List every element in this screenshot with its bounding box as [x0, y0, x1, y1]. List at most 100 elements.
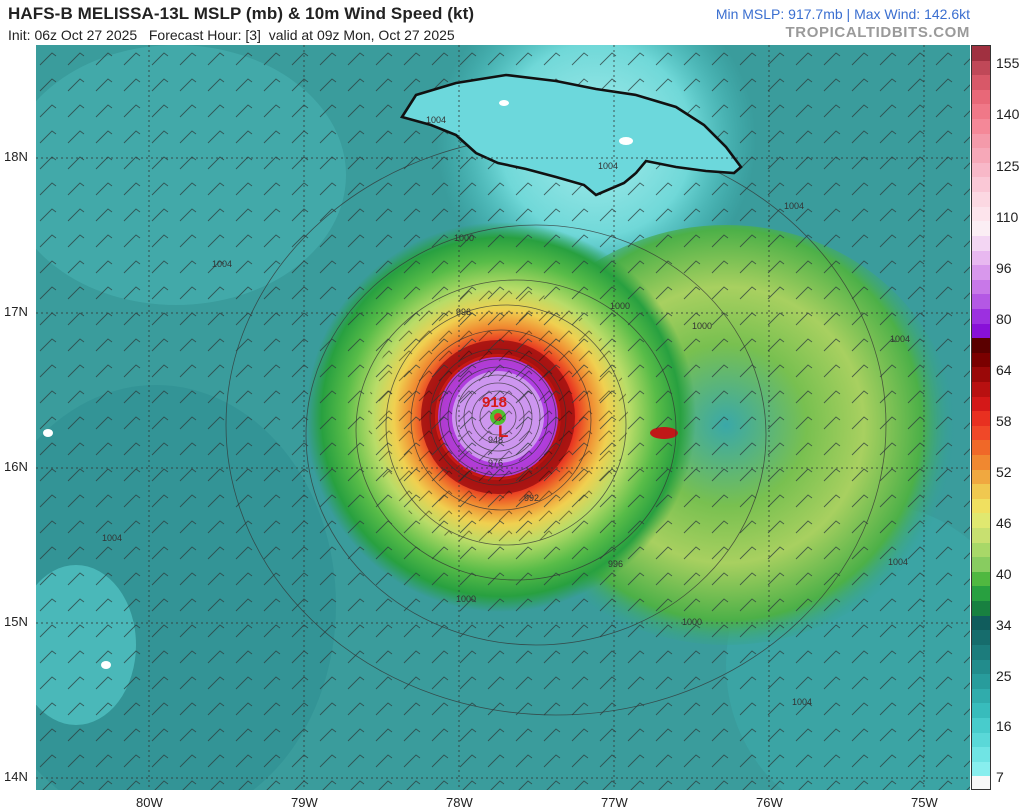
colorbar-tick-label: 58	[996, 413, 1012, 429]
colorbar-segment	[972, 279, 990, 295]
isobar-label: 1004	[598, 161, 618, 171]
colorbar-segment	[972, 717, 990, 734]
isobar-label: 1000	[454, 233, 474, 243]
valid-time: valid at 09z Mon, Oct 27 2025	[268, 27, 455, 43]
colorbar-segment	[972, 630, 990, 646]
colorbar-tick-label: 125	[996, 158, 1020, 174]
colorbar-segment	[972, 75, 990, 91]
colorbar-segment	[972, 367, 990, 383]
colorbar-tick-label: 40	[996, 566, 1012, 582]
colorbar-segment	[972, 162, 990, 179]
colorbar-segment	[972, 542, 990, 558]
colorbar-segment	[972, 761, 990, 777]
calm-spot	[619, 137, 633, 145]
isobar-label: 976	[488, 458, 503, 468]
colorbar-tick-label: 110	[996, 209, 1019, 225]
colorbar-tick-label: 64	[996, 362, 1012, 378]
colorbar-tick-label: 52	[996, 464, 1012, 480]
lon-label-80w: 80W	[136, 795, 163, 810]
isobar-label: 1004	[784, 201, 804, 211]
low-center-symbol: L	[498, 422, 508, 441]
colorbar-segment	[972, 46, 990, 62]
isobar-label: 948	[488, 435, 503, 445]
lat-label-18n: 18N	[4, 149, 28, 164]
colorbar-segment	[972, 250, 990, 266]
colorbar-segment	[972, 396, 990, 412]
colorbar-segment	[972, 221, 990, 237]
isobar-label: 1004	[426, 115, 446, 125]
colorbar-tick-label: 16	[996, 718, 1012, 734]
colorbar-tick-label: 80	[996, 311, 1012, 327]
colorbar-segment	[972, 703, 990, 719]
colorbar-tick-label: 34	[996, 617, 1012, 633]
colorbar-segment	[972, 586, 990, 602]
isobar-label: 1004	[890, 334, 910, 344]
lon-label-77w: 77W	[601, 795, 628, 810]
isobar-label: 1000	[692, 321, 712, 331]
isobar-label: 1000	[456, 594, 476, 604]
colorbar-segment	[972, 411, 990, 427]
lat-label-14n: 14N	[4, 769, 28, 784]
colorbar-segment	[972, 484, 990, 500]
lat-label-17n: 17N	[4, 304, 28, 319]
chart-title: HAFS-B MELISSA-13L MSLP (mb) & 10m Wind …	[8, 4, 475, 23]
colorbar-segment	[972, 528, 990, 544]
lat-label-16n: 16N	[4, 459, 28, 474]
map-canvas: 1004 1004 1004 1004 1000 1000 1000 996 9…	[36, 45, 970, 790]
stats-text: Min MSLP: 917.7mb | Max Wind: 142.6kt	[715, 6, 970, 22]
isobar-label: 1004	[792, 697, 812, 707]
isobar-label: 1004	[102, 533, 122, 543]
brand-logo-text: TROPICALTIDBITS.COM	[785, 24, 970, 41]
colorbar-segment	[972, 352, 990, 368]
isobar-label: 996	[456, 307, 471, 317]
colorbar-segment	[972, 308, 990, 325]
core-wind-barbs	[368, 287, 628, 547]
colorbar-segment	[972, 381, 990, 398]
colorbar-segment	[972, 119, 990, 135]
colorbar-segment	[972, 601, 990, 617]
colorbar-tick-label: 7	[996, 769, 1004, 785]
calm-spot	[43, 429, 53, 437]
wind-map: 1004 1004 1004 1004 1000 1000 1000 996 9…	[36, 45, 970, 790]
colorbar-segment	[972, 440, 990, 456]
colorbar-segment	[972, 776, 990, 789]
graticule	[36, 45, 970, 790]
colorbar-segment	[972, 323, 990, 339]
colorbar-tick-label: 140	[996, 106, 1020, 122]
isobar-label: 1004	[212, 259, 232, 269]
isobar-label: 1000	[682, 617, 702, 627]
colorbar	[971, 45, 991, 790]
colorbar-segment	[972, 206, 990, 222]
colorbar-segment	[972, 177, 990, 193]
colorbar-segment	[972, 148, 990, 164]
colorbar-segment	[972, 425, 990, 441]
colorbar-segment	[972, 659, 990, 675]
forecast-hour: Forecast Hour: [3]	[148, 27, 261, 43]
colorbar-segment	[972, 571, 990, 588]
isobar-labels: 1004 1004 1004 1004 1000 1000 1000 996 9…	[102, 115, 910, 707]
colorbar-segment	[972, 557, 990, 573]
colorbar-tick-label: 46	[996, 515, 1012, 531]
lat-label-15n: 15N	[4, 614, 28, 629]
colorbar-segment	[972, 513, 990, 529]
colorbar-segment	[972, 192, 990, 208]
colorbar-segment	[972, 674, 990, 690]
colorbar-segment	[972, 469, 990, 485]
colorbar-segment	[972, 338, 990, 354]
colorbar-segment	[972, 455, 990, 471]
colorbar-segment	[972, 732, 990, 748]
colorbar-segment	[972, 498, 990, 515]
colorbar-tick-label: 96	[996, 260, 1012, 276]
colorbar-tick-label: 155	[996, 55, 1020, 71]
colorbar-segment	[972, 294, 990, 310]
colorbar-segment	[972, 60, 990, 76]
isobar-label: 1004	[888, 557, 908, 567]
colorbar-tick-label: 25	[996, 668, 1012, 684]
colorbar-segment	[972, 89, 990, 106]
calm-spot	[499, 100, 509, 106]
isobar-label: 1000	[610, 301, 630, 311]
calm-spot	[101, 661, 111, 669]
colorbar-segment	[972, 747, 990, 763]
colorbar-segment	[972, 265, 990, 281]
lon-label-75w: 75W	[911, 795, 938, 810]
